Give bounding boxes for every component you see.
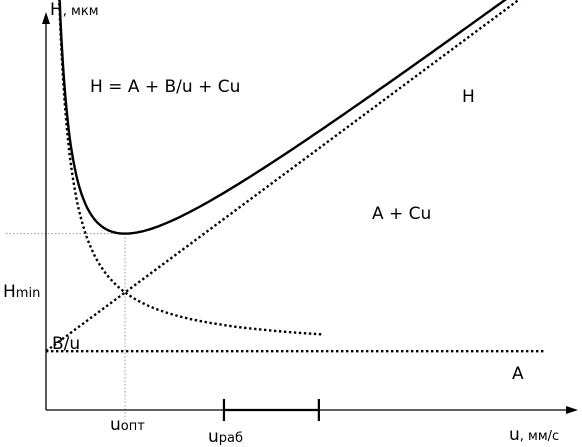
h-min-subscript: min [16,286,41,301]
u-opt-label: uопт [110,415,145,435]
u-work-label: uраб [208,427,243,447]
series-label-h: H [462,87,475,107]
formula-label: H = A + B/u + Cu [90,77,240,97]
working-range-bracket [222,399,320,421]
u-opt-symbol: u [110,415,121,435]
optimum-guides [6,233,126,420]
series-line-b-over-u [58,0,323,336]
u-opt-subscript: опт [121,419,145,434]
axes [42,12,578,414]
x-axis-unit: , мм/с [520,429,559,444]
series-label-a: A [512,364,524,384]
series-label-b-over-u: B/u [52,334,80,354]
u-work-subscript: раб [219,431,243,446]
series-line-a-plus-cu [45,0,521,353]
y-axis-arrow [42,12,50,24]
x-axis-label: u, мм/с [509,425,559,445]
curves [45,0,545,353]
y-axis-label: H, мкм [50,0,99,20]
x-axis-symbol: u [509,425,520,445]
h-min-symbol: H [3,282,16,302]
y-axis-unit: , мкм [63,4,99,19]
u-work-symbol: u [208,427,219,447]
series-label-a-plus-cu: A + Cu [372,204,431,224]
h-min-label: Hmin [3,282,40,302]
y-axis-symbol: H [50,0,63,20]
x-axis-arrow [566,406,578,414]
series-line-h [58,0,507,235]
